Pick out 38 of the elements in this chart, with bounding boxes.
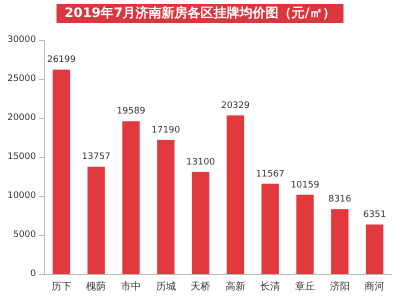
x-tick-label: 长清 — [260, 280, 280, 292]
data-label: 13100 — [186, 157, 216, 168]
x-tick-label: 天桥 — [190, 280, 211, 292]
x-tick-label: 商河 — [364, 280, 385, 292]
y-tick-label: 10000 — [7, 191, 36, 201]
data-label: 11567 — [256, 169, 285, 180]
data-label: 10159 — [290, 180, 320, 190]
bar — [331, 209, 348, 274]
bar — [88, 166, 105, 274]
y-tick-label: 20000 — [7, 113, 36, 123]
bar — [122, 121, 140, 274]
bar — [262, 184, 279, 274]
bar — [52, 70, 70, 274]
x-tick-label: 历城 — [156, 280, 176, 292]
x-tick-label: 高新 — [225, 280, 246, 292]
bar — [192, 172, 210, 274]
y-tick-label: 25000 — [7, 74, 36, 84]
data-label: 13757 — [82, 152, 111, 162]
y-tick-label: 30000 — [7, 35, 36, 45]
data-label: 17190 — [151, 125, 180, 136]
data-label: 20329 — [221, 100, 250, 111]
data-label: 6351 — [363, 210, 386, 220]
data-label: 26199 — [47, 55, 76, 66]
data-label: 8316 — [328, 194, 352, 205]
y-tick-label: 15000 — [7, 152, 36, 162]
x-tick-label: 章丘 — [295, 280, 315, 292]
bar — [366, 224, 384, 274]
data-label: 19589 — [116, 106, 146, 117]
bar — [296, 194, 314, 274]
x-tick-label: 槐荫 — [86, 280, 106, 292]
chart-title: 2019年7月济南新房各区挂牌均价图（元/㎡） — [64, 5, 336, 21]
bar — [157, 140, 174, 274]
x-tick-label: 历下 — [51, 282, 72, 292]
x-tick-label: 济阳 — [330, 280, 350, 292]
bar — [226, 115, 244, 274]
y-tick-label: 5000 — [13, 230, 36, 240]
y-tick-label: 0 — [30, 269, 36, 279]
x-tick-label: 市中 — [121, 280, 141, 292]
